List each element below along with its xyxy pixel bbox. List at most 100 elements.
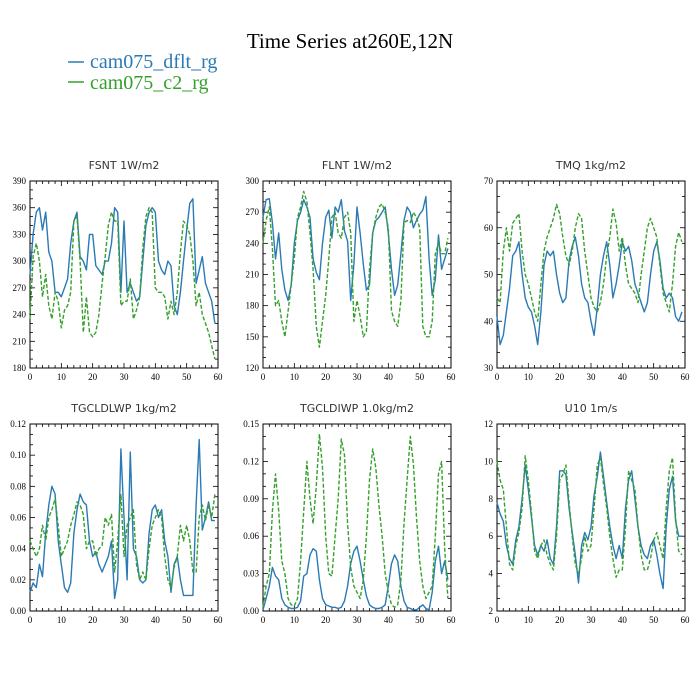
chart-panel-1: FLNT 1W/m2 0 10 20 30 40 50 60 120 150 180 210 240 27… bbox=[246, 159, 457, 382]
y-tick-label: 50 bbox=[484, 270, 494, 280]
x-tick-label: 20 bbox=[555, 615, 565, 625]
chart-panel-2: TMQ 1kg/m2 0 10 20 30 40 50 60 30 40 50 60 70 bbox=[484, 159, 690, 382]
y-tick-label: 10 bbox=[484, 456, 494, 466]
series-line-cam075_c2_rg bbox=[496, 455, 683, 578]
y-tick-label: 0.00 bbox=[243, 606, 259, 616]
x-tick-label: 10 bbox=[524, 615, 534, 625]
chart-panel-3: TGCLDLWP 1kg/m2 0 10 20 30 40 50 60 0.00 0.02 0.04… bbox=[10, 402, 223, 625]
y-tick-label: 30 bbox=[484, 363, 494, 373]
series-line-cam075_c2_rg bbox=[29, 493, 216, 589]
x-tick-label: 30 bbox=[120, 615, 130, 625]
y-tick-label: 300 bbox=[246, 176, 260, 186]
x-tick-label: 0 bbox=[495, 372, 500, 382]
y-tick-label: 0.00 bbox=[10, 606, 26, 616]
y-tick-label: 240 bbox=[13, 310, 27, 320]
y-tick-label: 6 bbox=[489, 531, 494, 541]
x-tick-label: 50 bbox=[182, 372, 192, 382]
series-line-cam075_dflt_rg bbox=[496, 451, 682, 590]
y-tick-label: 360 bbox=[13, 203, 27, 213]
chart-panel-4: TGCLDIWP 1.0kg/m2 0 10 20 30 40 50 60 0.00 0.03 0.… bbox=[243, 402, 456, 625]
series-line-cam075_c2_rg bbox=[29, 206, 216, 360]
x-tick-label: 20 bbox=[555, 372, 565, 382]
chart-title: FLNT 1W/m2 bbox=[322, 159, 392, 172]
x-tick-label: 40 bbox=[384, 372, 394, 382]
y-tick-label: 8 bbox=[489, 494, 494, 504]
y-tick-label: 270 bbox=[246, 207, 260, 217]
chart-title: U10 1m/s bbox=[565, 402, 618, 415]
y-tick-label: 0.03 bbox=[243, 569, 259, 579]
y-tick-label: 210 bbox=[13, 336, 27, 346]
y-tick-label: 390 bbox=[13, 176, 27, 186]
x-tick-label: 10 bbox=[57, 372, 67, 382]
x-tick-label: 20 bbox=[321, 615, 331, 625]
series-line-cam075_c2_rg bbox=[496, 203, 683, 322]
legend-label-c2: cam075_c2_rg bbox=[90, 72, 209, 94]
y-tick-label: 0.10 bbox=[10, 450, 26, 460]
x-tick-label: 10 bbox=[290, 372, 300, 382]
y-tick-label: 0.12 bbox=[243, 456, 259, 466]
y-tick-label: 60 bbox=[484, 223, 494, 233]
x-tick-label: 30 bbox=[120, 372, 130, 382]
x-tick-label: 60 bbox=[681, 372, 691, 382]
series-line-cam075_c2_rg bbox=[262, 433, 449, 608]
series-line-cam075_dflt_rg bbox=[29, 438, 215, 600]
y-tick-label: 0.06 bbox=[243, 531, 259, 541]
y-tick-label: 300 bbox=[13, 256, 27, 266]
x-tick-label: 10 bbox=[524, 372, 534, 382]
x-tick-label: 60 bbox=[681, 615, 691, 625]
x-tick-label: 40 bbox=[151, 615, 161, 625]
x-tick-label: 10 bbox=[57, 615, 67, 625]
x-tick-label: 50 bbox=[415, 615, 425, 625]
plot-frame bbox=[262, 423, 452, 612]
x-tick-label: 10 bbox=[290, 615, 300, 625]
x-tick-label: 0 bbox=[495, 615, 500, 625]
y-tick-label: 120 bbox=[246, 363, 260, 373]
y-tick-label: 0.12 bbox=[10, 419, 26, 429]
series-line-cam075_dflt_rg bbox=[496, 236, 683, 346]
y-tick-label: 4 bbox=[489, 569, 494, 579]
y-tick-label: 180 bbox=[246, 301, 260, 311]
y-tick-label: 240 bbox=[246, 238, 260, 248]
y-tick-label: 40 bbox=[484, 316, 494, 326]
y-tick-label: 0.15 bbox=[243, 419, 259, 429]
x-tick-label: 50 bbox=[415, 372, 425, 382]
x-tick-label: 50 bbox=[649, 615, 659, 625]
chart-title: TMQ 1kg/m2 bbox=[555, 159, 626, 172]
chart-title: TGCLDIWP 1.0kg/m2 bbox=[299, 402, 414, 415]
y-tick-label: 330 bbox=[13, 229, 27, 239]
x-tick-label: 60 bbox=[214, 372, 224, 382]
x-tick-label: 50 bbox=[649, 372, 659, 382]
y-tick-label: 0.08 bbox=[10, 481, 26, 491]
panels-group: FSNT 1W/m20 10 20 30 40 50 6018021024027030033… bbox=[10, 159, 690, 625]
x-tick-label: 30 bbox=[353, 372, 363, 382]
x-tick-label: 50 bbox=[182, 615, 192, 625]
x-tick-label: 20 bbox=[88, 615, 98, 625]
y-tick-label: 70 bbox=[484, 176, 494, 186]
x-tick-label: 30 bbox=[587, 615, 597, 625]
x-tick-label: 40 bbox=[151, 372, 161, 382]
chart-title: FSNT 1W/m2 bbox=[89, 159, 160, 172]
x-tick-label: 30 bbox=[587, 372, 597, 382]
series-line-cam075_dflt_rg bbox=[29, 198, 216, 324]
series-line-cam075_c2_rg bbox=[262, 190, 449, 348]
y-tick-label: 150 bbox=[246, 332, 260, 342]
y-tick-label: 2 bbox=[489, 606, 494, 616]
x-tick-label: 30 bbox=[353, 615, 363, 625]
x-tick-label: 0 bbox=[261, 372, 266, 382]
chart-panel-5: U10 1m/s 0 10 20 30 40 50 60 2 4 6 8 10 12 bbox=[484, 402, 690, 625]
y-tick-label: 12 bbox=[484, 419, 493, 429]
legend-label-dflt: cam075_dflt_rg bbox=[90, 51, 217, 73]
series-line-cam075_dflt_rg bbox=[262, 545, 449, 611]
x-tick-label: 20 bbox=[88, 372, 98, 382]
x-tick-label: 0 bbox=[28, 372, 33, 382]
x-tick-label: 40 bbox=[618, 372, 628, 382]
chart-title: TGCLDLWP 1kg/m2 bbox=[70, 402, 176, 415]
x-tick-label: 60 bbox=[447, 615, 457, 625]
x-tick-label: 60 bbox=[447, 372, 457, 382]
y-tick-label: 0.06 bbox=[10, 513, 26, 523]
x-tick-label: 20 bbox=[321, 372, 331, 382]
x-tick-label: 0 bbox=[261, 615, 266, 625]
y-tick-label: 180 bbox=[13, 363, 27, 373]
y-tick-label: 0.09 bbox=[243, 494, 259, 504]
